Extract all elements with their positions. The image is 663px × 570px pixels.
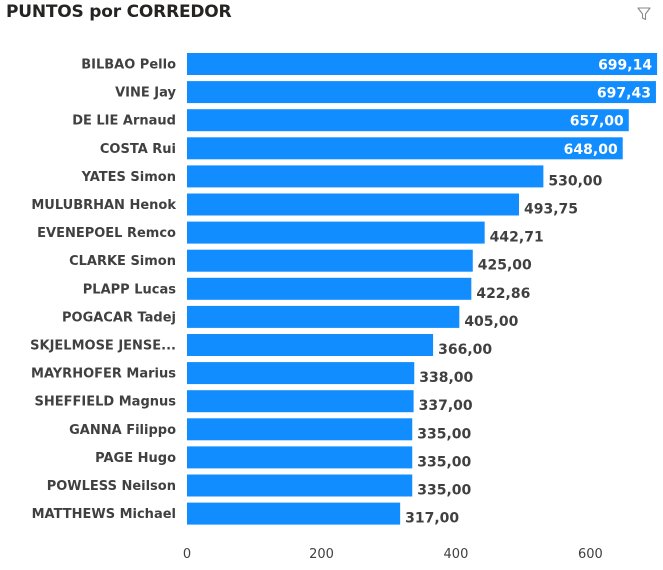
data-label: 422,86 <box>476 286 530 302</box>
x-tick-label: 200 <box>309 547 334 562</box>
bar[interactable] <box>187 81 656 104</box>
category-label: PLAPP Lucas <box>83 282 176 297</box>
bar[interactable] <box>187 334 434 356</box>
category-label: GANNA Filippo <box>69 423 176 438</box>
bar[interactable] <box>187 193 519 216</box>
bar[interactable] <box>187 362 415 385</box>
data-label: 337,00 <box>419 398 473 414</box>
data-label: 530,00 <box>548 173 602 189</box>
bar[interactable] <box>187 502 401 525</box>
data-label: 699,14 <box>598 58 652 74</box>
data-label: 648,00 <box>564 142 618 158</box>
x-tick-label: 0 <box>183 547 191 562</box>
category-label: PAGE Hugo <box>95 451 176 466</box>
data-label: 317,00 <box>405 511 459 527</box>
filter-icon[interactable] <box>636 6 652 22</box>
category-label: DE LIE Arnaud <box>72 114 176 129</box>
bar[interactable] <box>187 221 485 244</box>
category-label: YATES Simon <box>81 170 176 185</box>
data-label: 405,00 <box>464 314 518 330</box>
category-label: POWLESS Neilson <box>47 479 176 494</box>
category-label: SKJELMOSE JENSE... <box>30 339 176 354</box>
data-label: 657,00 <box>570 114 624 130</box>
category-label: MATTHEWS Michael <box>32 507 176 522</box>
bar[interactable] <box>187 249 473 272</box>
bar[interactable] <box>187 109 629 132</box>
data-label: 338,00 <box>419 370 473 386</box>
bar[interactable] <box>187 277 472 300</box>
category-label: POGACAR Tadej <box>62 310 176 325</box>
category-label: MAYRHOFER Marius <box>31 367 176 382</box>
bar[interactable] <box>187 446 413 469</box>
x-tick-label: 400 <box>444 547 469 562</box>
bar[interactable] <box>187 418 413 441</box>
data-label: 493,75 <box>524 202 578 218</box>
data-label: 697,43 <box>597 86 651 102</box>
category-label: SHEFFIELD Magnus <box>35 395 177 410</box>
x-tick-label: 600 <box>578 547 603 562</box>
data-label: 335,00 <box>417 454 471 470</box>
bar[interactable] <box>187 165 544 188</box>
category-label: VINE Jay <box>115 86 176 101</box>
data-label: 335,00 <box>417 426 471 442</box>
category-label: BILBAO Pello <box>81 58 176 73</box>
category-label: EVENEPOEL Remco <box>37 226 176 241</box>
bar[interactable] <box>187 474 413 497</box>
category-label: MULUBRHAN Henok <box>31 198 176 213</box>
bar[interactable] <box>187 137 623 160</box>
chart-title: PUNTOS por CORREDOR <box>6 2 232 22</box>
category-label: COSTA Rui <box>100 142 176 157</box>
bar[interactable] <box>187 305 460 328</box>
category-label: CLARKE Simon <box>69 254 176 269</box>
bar[interactable] <box>187 53 658 75</box>
data-label: 335,00 <box>417 483 471 499</box>
data-label: 425,00 <box>478 258 532 274</box>
bar[interactable] <box>187 390 414 413</box>
data-label: 366,00 <box>438 342 492 358</box>
data-label: 442,71 <box>490 230 544 246</box>
